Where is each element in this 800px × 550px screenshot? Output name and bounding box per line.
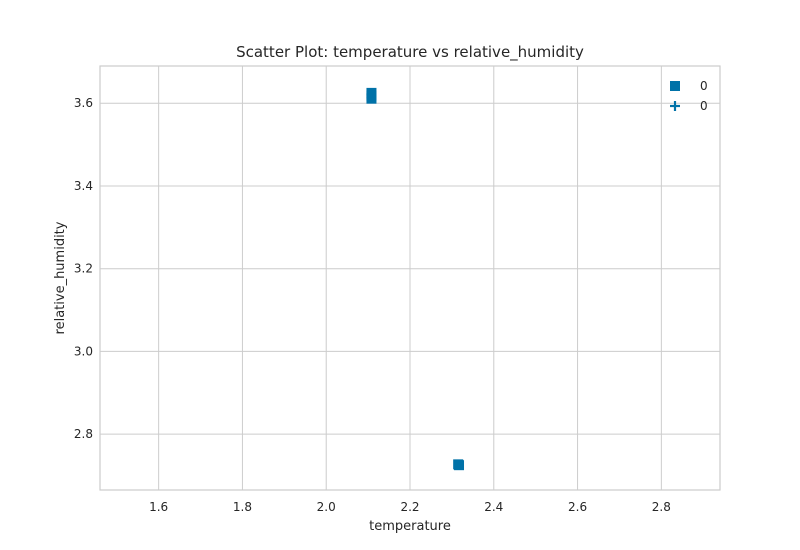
legend: 00: [670, 79, 708, 113]
x-tick-labels: 1.6 1.8 2.0 2.2 2.4 2.6 2.8: [149, 500, 671, 514]
x-tick-label: 1.6: [149, 500, 168, 514]
data-points: [366, 87, 465, 471]
x-tick-label: 2.8: [652, 500, 671, 514]
y-tick-label: 3.4: [74, 179, 93, 193]
plot-area-frame: [99, 65, 721, 491]
grid-lines: [100, 66, 720, 490]
legend-square-marker: [670, 81, 680, 91]
y-axis-label: relative_humidity: [53, 221, 68, 334]
legend-entry-label: 0: [700, 99, 708, 113]
x-tick-label: 2.4: [484, 500, 503, 514]
x-tick-label: 2.6: [568, 500, 587, 514]
x-axis-label: temperature: [369, 519, 451, 534]
x-tick-label: 2.0: [317, 500, 336, 514]
x-tick-label: 1.8: [233, 500, 252, 514]
legend-entry-label: 0: [700, 79, 708, 93]
y-tick-label: 3.2: [74, 262, 93, 276]
y-tick-label: 3.6: [74, 96, 93, 110]
y-tick-labels: 2.8 3.0 3.2 3.4 3.6: [74, 96, 93, 441]
chart-title: Scatter Plot: temperature vs relative_hu…: [236, 43, 584, 62]
data-point-plus: [453, 459, 464, 470]
x-tick-label: 2.2: [400, 500, 419, 514]
y-tick-label: 3.0: [74, 344, 93, 358]
legend-plus-marker: [670, 101, 680, 111]
y-tick-label: 2.8: [74, 427, 93, 441]
data-point-plus: [366, 93, 377, 104]
